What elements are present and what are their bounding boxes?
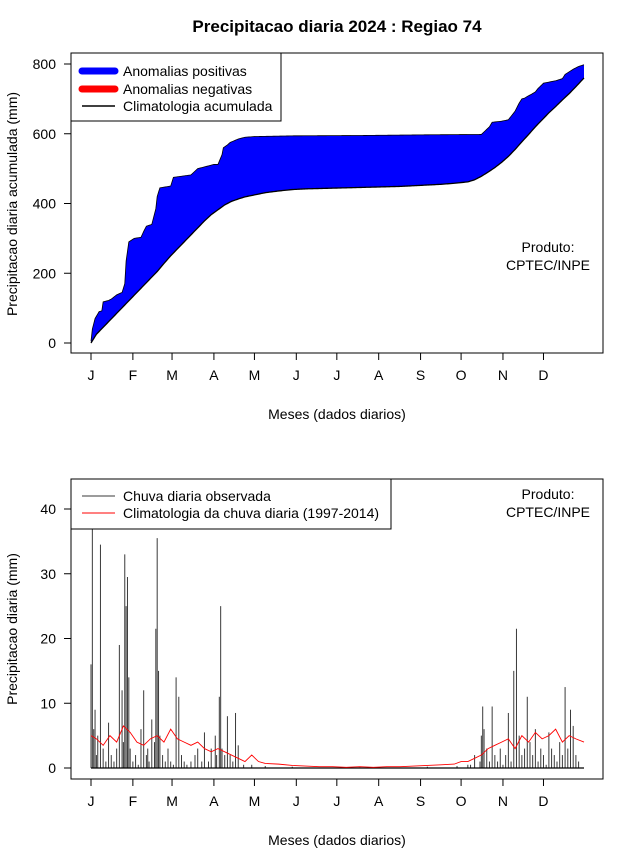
daily-x-tick-label: O	[456, 793, 467, 809]
daily-legend-box	[70, 478, 392, 530]
daily-x-tick-label: D	[538, 793, 548, 809]
cumulative-x-tick-label: M	[166, 367, 178, 383]
cumulative-y-tick-label: 400	[33, 196, 57, 212]
cumulative-y-axis-label: Precipitacao diaria acumulada (mm)	[4, 92, 20, 316]
daily-legend: Chuva diaria observada Climatologia da c…	[70, 478, 392, 530]
cumulative-x-tick-label: O	[456, 367, 467, 383]
cumulative-x-tick-label: N	[498, 367, 508, 383]
climatology-cumulative-line	[90, 77, 585, 344]
cumulative-x-tick-label: S	[416, 367, 425, 383]
daily-x-tick-label: S	[416, 793, 425, 809]
daily-x-tick-label: F	[129, 793, 138, 809]
daily-x-tick-label: J	[293, 793, 300, 809]
credit-line1-top: Produto:	[522, 239, 575, 255]
daily-x-tick-label: J	[333, 793, 340, 809]
daily-x-tick-label: M	[166, 793, 178, 809]
cumulative-x-axis-label: Meses (dados diarios)	[268, 406, 406, 422]
credit-line2-bottom: CPTEC/INPE	[506, 504, 590, 520]
daily-y-tick-label: 10	[40, 695, 56, 711]
daily-x-tick-label: N	[498, 793, 508, 809]
daily-x-tick-label: A	[209, 793, 219, 809]
daily-panel: J F M A M J J A S O N D 0 10 20 30 40 Meses (dados diari…	[4, 478, 604, 848]
cumulative-y-tick-label: 200	[33, 265, 57, 281]
daily-y-axis-label: Precipitacao diaria (mm)	[4, 553, 20, 705]
daily-x-tick-label: M	[249, 793, 261, 809]
cumulative-x-tick-label: D	[538, 367, 548, 383]
daily-y-tick-label: 20	[40, 631, 56, 647]
daily-x-tick-label: J	[88, 793, 95, 809]
cumulative-x-tick-label: A	[374, 367, 384, 383]
daily-x-tick-label: A	[374, 793, 384, 809]
cumulative-x-tick-label: J	[333, 367, 340, 383]
legend-label-daily-climatology: Climatologia da chuva diaria (1997-2014)	[123, 505, 379, 521]
cumulative-x-tick-label: A	[209, 367, 219, 383]
cumulative-x-tick-label: M	[249, 367, 261, 383]
legend-label-climatology: Climatologia acumulada	[123, 98, 273, 114]
observed-cumulative-line	[90, 64, 585, 342]
cumulative-x-tick-label: J	[293, 367, 300, 383]
legend-label-negative: Anomalias negativas	[123, 81, 252, 97]
credit-line1-bottom: Produto:	[522, 486, 575, 502]
daily-x-axis-label: Meses (dados diarios)	[268, 832, 406, 848]
daily-climatology-line	[90, 725, 585, 768]
cumulative-x-tick-label: J	[88, 367, 95, 383]
chart-title: Precipitacao diaria 2024 : Regiao 74	[192, 17, 482, 36]
cumulative-legend: Anomalias positivas Anomalias negativas …	[70, 52, 282, 122]
legend-label-observed: Chuva diaria observada	[123, 488, 271, 504]
cumulative-y-tick-label: 800	[33, 56, 57, 72]
credit-line2-top: CPTEC/INPE	[506, 257, 590, 273]
cumulative-y-tick-label: 600	[33, 126, 57, 142]
cumulative-panel: J F M A M J J A S O N D 0 200 400 600 800 Meses (dados d…	[4, 52, 604, 422]
cumulative-x-tick-label: F	[129, 367, 138, 383]
legend-label-positive: Anomalias positivas	[123, 63, 247, 79]
daily-y-tick-label: 30	[40, 566, 56, 582]
daily-y-tick-label: 0	[48, 760, 56, 776]
cumulative-y-tick-label: 0	[48, 335, 56, 351]
daily-y-tick-label: 40	[40, 501, 56, 517]
